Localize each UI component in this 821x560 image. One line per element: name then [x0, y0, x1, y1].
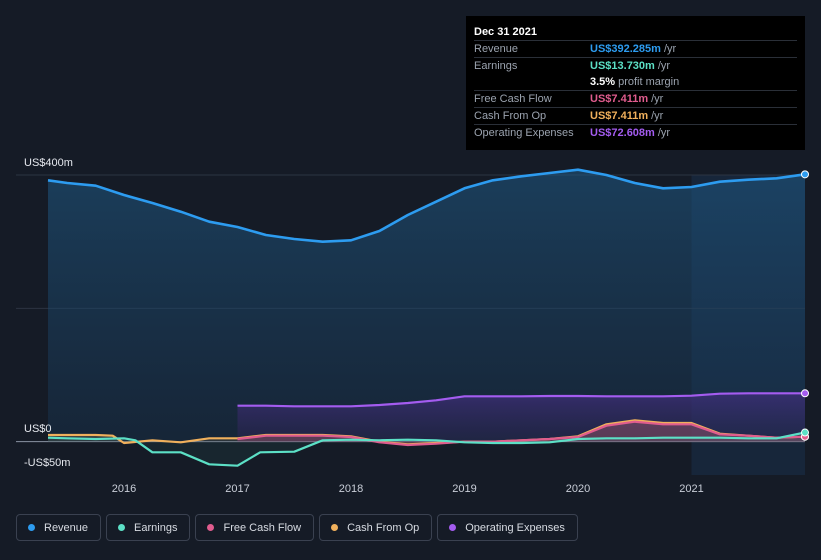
tooltip-row-earnings: Earnings US$13.730m /yr [474, 57, 797, 74]
free-cash-flow-dot-icon [207, 524, 215, 531]
tooltip-panel: Dec 31 2021 Revenue US$392.285m /yr Earn… [466, 16, 805, 150]
legend-label: Earnings [134, 521, 178, 534]
x-tick-label: 2021 [679, 483, 703, 495]
legend-label: Cash From Op [347, 521, 420, 534]
x-tick-label: 2016 [112, 483, 136, 495]
earnings-endpoint [801, 428, 809, 437]
legend-item-revenue[interactable]: Revenue [16, 514, 102, 541]
y-axis-label: US$0 [24, 423, 52, 435]
chart-legend: Revenue Earnings Free Cash Flow Cash Fro… [16, 514, 578, 541]
x-tick-label: 2017 [225, 483, 249, 495]
tooltip-label: Operating Expenses [474, 127, 574, 139]
x-tick-label: 2019 [452, 483, 476, 495]
tooltip-date: Dec 31 2021 [474, 26, 537, 38]
x-tick-label: 2020 [566, 483, 590, 495]
tooltip-row-revenue: Revenue US$392.285m /yr [474, 40, 797, 57]
profit-margin-value: 3.5% [590, 76, 616, 88]
free-cash-flow-line [237, 420, 806, 447]
tooltip-label: Earnings [474, 60, 518, 72]
legend-label: Free Cash Flow [223, 521, 302, 534]
tooltip-unit: /yr [651, 110, 664, 122]
legend-item-earnings[interactable]: Earnings [106, 514, 191, 541]
tooltip-value: US$7.411m [590, 110, 649, 122]
operating-expenses-endpoint [801, 389, 809, 398]
legend-item-cash-from-op[interactable]: Cash From Op [319, 514, 433, 541]
tooltip-label: Free Cash Flow [474, 93, 552, 105]
tooltip-label: Revenue [474, 43, 519, 55]
legend-item-operating-expenses[interactable]: Operating Expenses [437, 514, 578, 541]
earnings-area [48, 432, 805, 466]
earnings-line [47, 431, 806, 467]
chart-plot: US$400m US$0 -US$50m 2016 2017 2018 2019 2020 2… [16, 157, 809, 495]
tooltip-row-cfo: Cash From Op US$7.411m /yr [474, 107, 797, 124]
free-cash-flow-area [237, 421, 805, 445]
tooltip-unit: /yr [657, 127, 671, 139]
tooltip-value: US$392.285m [590, 43, 661, 55]
tooltip-value: US$7.411m [590, 93, 649, 105]
profit-margin-text: profit margin [618, 76, 680, 88]
legend-item-free-cash-flow[interactable]: Free Cash Flow [195, 514, 315, 541]
revenue-endpoint [801, 170, 809, 179]
y-axis-label: US$400m [24, 157, 73, 169]
tooltip-row-opex: Operating Expenses US$72.608m /yr [474, 124, 797, 141]
legend-label: Revenue [44, 521, 89, 534]
tooltip-value: US$72.608m [590, 127, 655, 139]
revenue-area [48, 169, 805, 442]
tooltip-unit: /yr [657, 60, 671, 72]
revenue-line [47, 168, 806, 243]
tooltip-label: Cash From Op [474, 110, 547, 122]
cash-from-op-dot-icon [331, 524, 339, 531]
legend-label: Operating Expenses [465, 521, 565, 534]
tooltip-row-fcf: Free Cash Flow US$7.411m /yr [474, 90, 797, 107]
tooltip-row-margin: 3.5% profit margin [474, 74, 797, 90]
tooltip-value: US$13.730m [590, 60, 655, 72]
revenue-dot-icon [28, 524, 35, 531]
y-axis-label: -US$50m [24, 457, 70, 469]
operating-expenses-dot-icon [449, 524, 457, 531]
x-tick-label: 2018 [339, 483, 363, 495]
earnings-dot-icon [118, 524, 126, 531]
tooltip-unit: /yr [651, 93, 664, 105]
operating-expenses-line [237, 392, 805, 408]
tooltip-unit: /yr [663, 43, 677, 55]
